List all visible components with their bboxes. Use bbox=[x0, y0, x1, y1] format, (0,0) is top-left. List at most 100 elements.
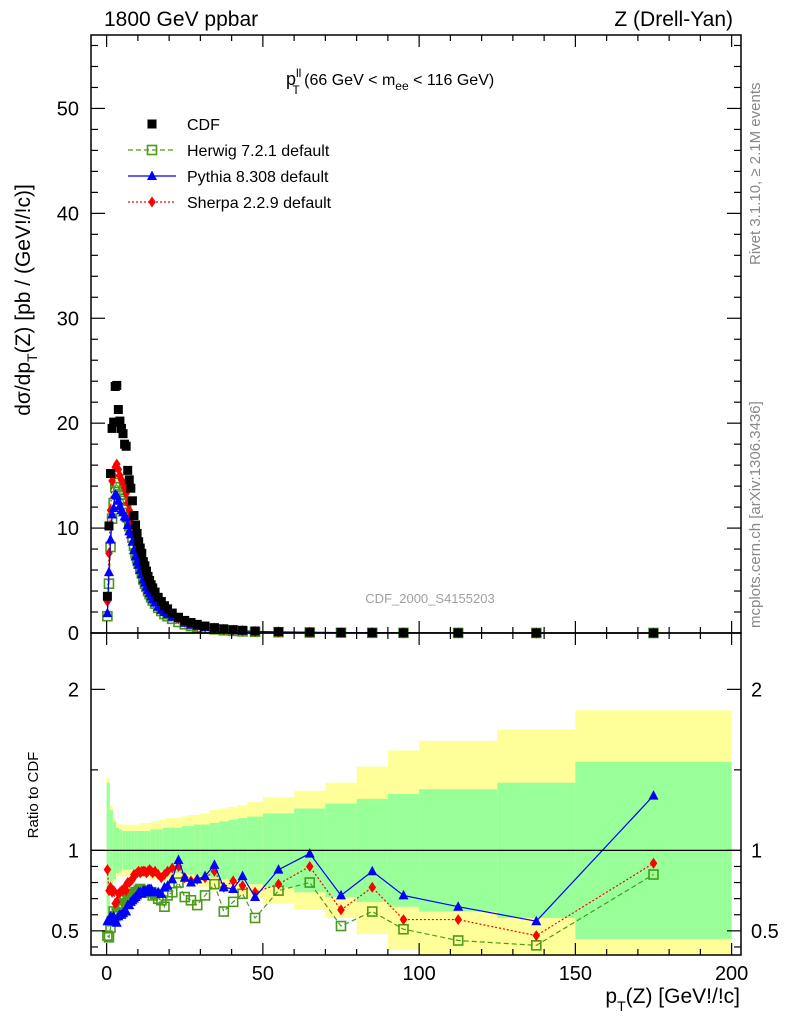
ratio-point bbox=[121, 906, 132, 916]
tick-label: 20 bbox=[57, 413, 79, 435]
tick-label: 40 bbox=[57, 203, 79, 225]
ratio-point bbox=[249, 912, 261, 924]
data-point bbox=[113, 405, 123, 415]
ratio-point bbox=[229, 875, 237, 887]
ratio-point bbox=[156, 888, 167, 898]
data-point bbox=[228, 625, 238, 635]
ratio-point bbox=[166, 886, 178, 898]
ratio-point bbox=[399, 914, 408, 926]
ratio-point bbox=[250, 891, 261, 902]
ratio-point bbox=[162, 880, 173, 890]
data-point bbox=[107, 508, 118, 519]
lower-panel-frame bbox=[90, 632, 742, 956]
ratio-point bbox=[304, 877, 316, 888]
data-point bbox=[140, 561, 150, 571]
data-point bbox=[103, 566, 114, 577]
data-point bbox=[124, 475, 134, 485]
ratio-point bbox=[337, 904, 345, 916]
plot-label: pll T (66 GeV < mee < 116 GeV) bbox=[286, 66, 494, 97]
ratio-point bbox=[122, 885, 130, 897]
ratio-point bbox=[335, 920, 347, 932]
ratio-point bbox=[453, 901, 464, 911]
ratio-point bbox=[159, 901, 170, 913]
legend-label: Pythia 8.308 default bbox=[187, 169, 329, 186]
data-point bbox=[118, 429, 128, 439]
ratio-point bbox=[452, 935, 464, 946]
ratio-point bbox=[199, 890, 211, 901]
data-point bbox=[121, 441, 131, 451]
ratio-point bbox=[191, 899, 203, 911]
data-point bbox=[129, 510, 139, 520]
watermark: CDF_2000_S4155203 bbox=[365, 591, 494, 606]
tick-label: 2 bbox=[68, 679, 79, 701]
data-point bbox=[174, 612, 183, 622]
upper-series-layer bbox=[102, 380, 659, 639]
ratio-point bbox=[218, 881, 229, 892]
ratio-point bbox=[336, 889, 346, 900]
ratio-point bbox=[531, 915, 542, 926]
data-point bbox=[219, 624, 229, 634]
data-point bbox=[192, 619, 202, 629]
ratio-point bbox=[305, 860, 314, 872]
ratio-point bbox=[209, 859, 220, 869]
series-line bbox=[106, 493, 654, 634]
tick-label: 200 bbox=[715, 963, 748, 985]
ratio-point bbox=[367, 865, 378, 876]
tick-label: 50 bbox=[252, 963, 274, 985]
tick-label: 0.5 bbox=[751, 921, 779, 943]
data-point bbox=[305, 627, 315, 637]
data-point bbox=[107, 423, 117, 433]
ratio-point bbox=[167, 873, 178, 884]
ratio-point bbox=[111, 917, 122, 927]
ratio-point bbox=[192, 873, 203, 884]
data-point bbox=[137, 548, 147, 558]
data-point bbox=[209, 623, 219, 633]
ratio-series-layer bbox=[102, 790, 659, 951]
ratio-point bbox=[228, 883, 239, 893]
ratio-point bbox=[200, 870, 211, 881]
series-line bbox=[106, 481, 654, 634]
ratio-point bbox=[648, 869, 659, 880]
ratio-point bbox=[237, 870, 248, 881]
header-left: 1800 GeV ppbar bbox=[104, 8, 258, 31]
axis-ticks: 0 50 100 150 200 0 10 20 30 40 50 0.5 0.5 1 1 2 2 bbox=[51, 35, 779, 985]
data-point bbox=[102, 591, 112, 601]
ratio-point bbox=[103, 864, 112, 876]
data-point bbox=[121, 512, 132, 522]
ratio-point bbox=[649, 857, 658, 869]
tick-label: 50 bbox=[57, 98, 79, 120]
legend-marker bbox=[146, 144, 158, 156]
data-point bbox=[132, 528, 142, 538]
ratio-point bbox=[532, 930, 541, 942]
ratio-point bbox=[238, 880, 247, 892]
data-point bbox=[163, 604, 173, 614]
ratio-point bbox=[368, 881, 377, 893]
ratio-point bbox=[648, 790, 659, 800]
tick-label: 100 bbox=[402, 963, 435, 985]
tick-label: 2 bbox=[751, 679, 762, 701]
series-line bbox=[106, 462, 654, 634]
side-text-rivet: Rivet 3.1.10, ≥ 2.1M events bbox=[747, 83, 764, 266]
legend-label: CDF bbox=[187, 117, 220, 134]
data-point bbox=[105, 547, 113, 559]
data-point bbox=[105, 534, 116, 544]
data-point bbox=[238, 625, 248, 635]
upper-y-axis-label: dσ/dpT(Z) [pb / (GeV!/!c)] bbox=[12, 184, 40, 416]
ratio-point bbox=[398, 889, 409, 900]
tick-label: 1 bbox=[68, 840, 79, 862]
data-point bbox=[115, 416, 125, 426]
ratio-uncertainty-bands bbox=[106, 710, 732, 955]
data-point bbox=[274, 627, 283, 637]
ratio-point bbox=[173, 854, 184, 865]
ratio-point bbox=[102, 930, 113, 941]
data-point bbox=[167, 608, 177, 618]
data-point bbox=[112, 380, 122, 390]
ratio-point bbox=[218, 906, 230, 917]
legend: CDF Herwig 7.2.1 default Pythia 8.308 defa… bbox=[128, 117, 332, 212]
data-point bbox=[116, 423, 126, 433]
tick-label: 0.5 bbox=[51, 921, 79, 943]
data-point bbox=[141, 566, 151, 576]
legend-label: Herwig 7.2.1 default bbox=[187, 143, 330, 160]
ratio-point bbox=[179, 891, 191, 903]
data-point bbox=[135, 543, 145, 553]
